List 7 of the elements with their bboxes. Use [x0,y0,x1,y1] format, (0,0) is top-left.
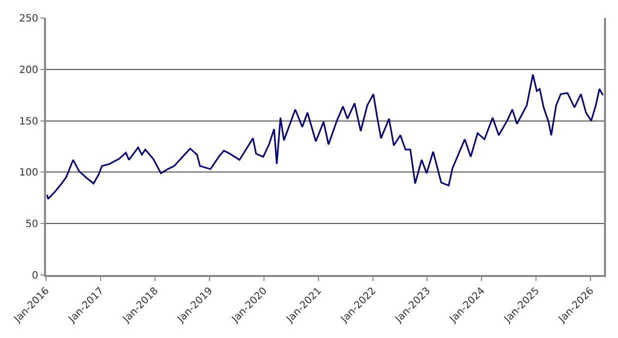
y-tick-label: 0 [32,270,38,282]
y-tick-label: 200 [19,64,38,76]
line-series [46,74,604,200]
y-tick-label: 50 [26,219,38,230]
y-tick-label: 250 [19,14,38,24]
y-tick-label: 150 [19,116,38,128]
y-tick-label: 100 [19,168,38,179]
